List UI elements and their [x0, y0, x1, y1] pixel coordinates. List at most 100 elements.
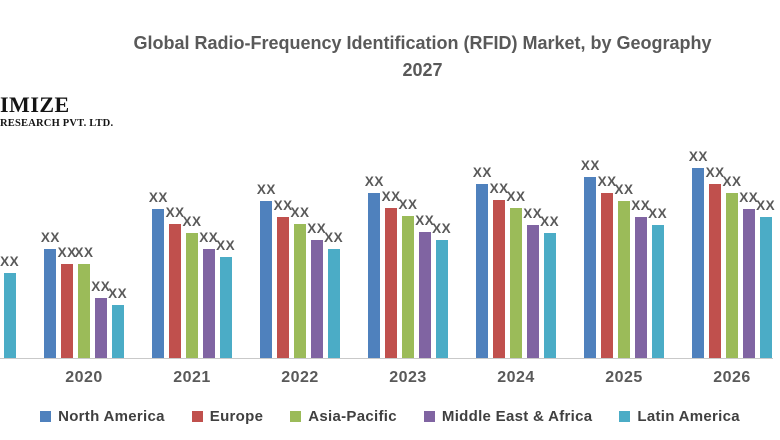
- x-axis-label-2021: 2021: [173, 369, 211, 386]
- bar-value-label: XX: [307, 221, 327, 236]
- bar-value-label: XX: [364, 174, 384, 189]
- legend-item-europe: Europe: [191, 408, 264, 425]
- bar-value-label: XX: [523, 206, 543, 221]
- x-axis-label-2020: 2020: [65, 369, 103, 386]
- bar-value-label: XX: [273, 198, 293, 213]
- bar-north-america-2020: [44, 249, 57, 358]
- bar-value-label: XX: [199, 230, 219, 245]
- bar-value-label: XX: [506, 189, 526, 204]
- logo-subtitle-text: RESEARCH PVT. LTD.: [0, 118, 114, 129]
- bar-middle-east-africa-2026: [742, 209, 755, 358]
- bar-middle-east-africa-2025: [634, 217, 647, 358]
- bar-value-label: XX: [91, 279, 111, 294]
- legend-label: Latin America: [637, 408, 740, 425]
- x-axis-label-2024: 2024: [497, 369, 535, 386]
- legend-color-swatch-north-america: [40, 411, 52, 422]
- bar-asia-pacific-2021: [186, 233, 198, 358]
- bar-value-label: XX: [540, 214, 560, 229]
- bar-latin-america-2022: [327, 249, 340, 358]
- bar-latin-america-2021: [219, 257, 232, 358]
- bar-value-label: XX: [216, 238, 236, 253]
- legend-item-asia-pacific: Asia-Pacific: [290, 408, 397, 425]
- bar-value-label: XX: [40, 230, 60, 245]
- bar-latin-america-2024: [543, 233, 556, 358]
- legend-item-middle-east-africa: Middle East & Africa: [423, 408, 593, 425]
- legend-label: North America: [58, 408, 165, 425]
- bar-value-label: XX: [381, 189, 401, 204]
- bar-value-label: XX: [57, 245, 77, 260]
- chart-title-line2: 2027: [402, 60, 443, 80]
- bar-north-america-2025: [584, 177, 597, 358]
- legend-label: Asia-Pacific: [308, 408, 397, 425]
- bar-value-label: XX: [739, 190, 759, 205]
- x-axis-label-2022: 2022: [281, 369, 319, 386]
- bar-europe-2024: [493, 200, 506, 358]
- bar-latin-america-partial: [3, 273, 16, 358]
- bar-value-label: XX: [756, 198, 776, 213]
- bar-latin-america-2020: [111, 305, 124, 358]
- bar-middle-east-africa-2020: [94, 298, 107, 358]
- bar-value-label: XX: [722, 174, 742, 189]
- bar-middle-east-africa-2022: [310, 240, 323, 358]
- bar-asia-pacific-2025: [618, 201, 630, 358]
- bar-latin-america-2023: [435, 240, 448, 358]
- bar-north-america-2022: [260, 201, 273, 358]
- bar-value-label: XX: [182, 214, 202, 229]
- bar-north-america-2021: [152, 209, 165, 358]
- x-axis-label-2026: 2026: [713, 369, 751, 386]
- legend-label: Middle East & Africa: [441, 408, 593, 425]
- bar-value-label: XX: [648, 206, 668, 221]
- bar-value-label: XX: [0, 254, 20, 269]
- bar-asia-pacific-2026: [726, 193, 738, 358]
- legend-color-swatch-asia-pacific: [290, 411, 302, 422]
- bar-latin-america-2025: [651, 225, 664, 358]
- bar-value-label: XX: [74, 245, 94, 260]
- bar-value-label: XX: [148, 190, 168, 205]
- bar-value-label: XX: [415, 213, 435, 228]
- bar-value-label: XX: [290, 205, 310, 220]
- bar-europe-2023: [385, 208, 398, 358]
- bar-middle-east-africa-2021: [202, 249, 215, 358]
- logo-name-text: IMIZE: [0, 92, 70, 117]
- bar-value-label: XX: [165, 205, 185, 220]
- bar-europe-2026: [709, 184, 722, 358]
- legend-color-swatch-latin-america: [619, 411, 631, 422]
- bar-latin-america-2026: [759, 217, 772, 358]
- legend-color-swatch-europe: [191, 411, 203, 422]
- bar-value-label: XX: [324, 230, 344, 245]
- bar-value-label: XX: [108, 286, 128, 301]
- chart-title-line1: Global Radio-Frequency Identification (R…: [133, 33, 712, 53]
- legend-item-north-america: North America: [40, 408, 165, 425]
- bar-middle-east-africa-2024: [526, 225, 539, 358]
- bar-europe-2022: [277, 217, 290, 358]
- bar-asia-pacific-2023: [402, 216, 414, 358]
- bar-north-america-2024: [476, 184, 489, 358]
- x-axis-label-2023: 2023: [389, 369, 427, 386]
- bar-europe-2025: [601, 193, 614, 358]
- legend-color-swatch-middle-east-africa: [423, 411, 435, 422]
- bar-value-label: XX: [597, 174, 617, 189]
- x-axis-label-2025: 2025: [605, 369, 643, 386]
- bar-north-america-2026: [692, 168, 705, 358]
- bar-asia-pacific-2022: [294, 224, 306, 358]
- bar-value-label: XX: [688, 149, 708, 164]
- bar-europe-2020: [61, 264, 74, 358]
- legend-label: Europe: [209, 408, 264, 425]
- legend-item-latin-america: Latin America: [619, 408, 740, 425]
- bar-value-label: XX: [614, 182, 634, 197]
- chart-title: Global Radio-Frequency Identification (R…: [65, 30, 780, 84]
- bar-asia-pacific-2024: [510, 208, 522, 358]
- bar-value-label: XX: [631, 198, 651, 213]
- bar-value-label: XX: [489, 181, 509, 196]
- bar-value-label: XX: [705, 165, 725, 180]
- bar-value-label: XX: [472, 165, 492, 180]
- bar-middle-east-africa-2023: [418, 232, 431, 358]
- bar-europe-2021: [169, 224, 182, 358]
- company-logo: IMIZE RESEARCH PVT. LTD.: [0, 94, 113, 130]
- legend: North America Europe Asia-Pacific Middle Ea…: [0, 408, 780, 425]
- bar-value-label: XX: [432, 221, 452, 236]
- bar-value-label: XX: [580, 158, 600, 173]
- bar-asia-pacific-2020: [78, 264, 90, 358]
